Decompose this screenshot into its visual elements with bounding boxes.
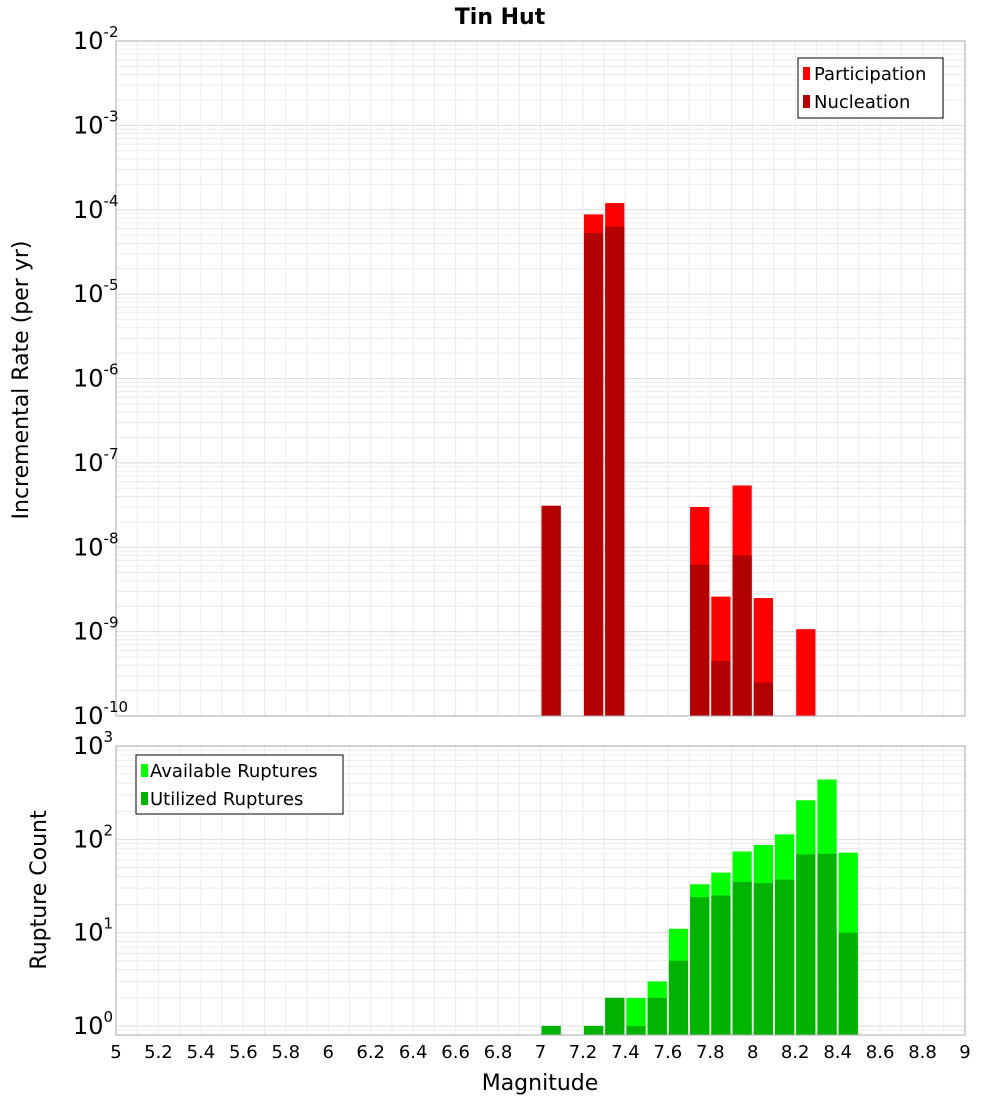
rate-bar-nucleation	[753, 682, 773, 716]
x-tick-label: 7.4	[611, 1042, 640, 1063]
x-tick-label: 7.2	[569, 1042, 598, 1063]
count-legend-box	[135, 754, 344, 815]
rate-bar-participation	[796, 629, 816, 716]
rate-y-tick-label: 10-9	[73, 614, 119, 646]
x-tick-label: 8.8	[908, 1042, 937, 1063]
x-tick-label: 8	[747, 1042, 758, 1063]
x-tick-label: 6.6	[441, 1042, 470, 1063]
rate-y-ticks: 10-10 10-9 10-8 10-7 10-6 10-5 10-4 10-3 10-2	[73, 23, 128, 730]
x-tick-label: 5.6	[229, 1042, 258, 1063]
count-y-axis-label: Rupture Count	[27, 810, 52, 970]
count-bar-utilized-ruptures	[626, 1025, 646, 1035]
count-bar-utilized-ruptures	[753, 883, 773, 1035]
rate-bar-nucleation	[605, 226, 625, 716]
x-tick-label: 6	[323, 1042, 334, 1063]
rate-y-tick-label: 10-8	[73, 529, 119, 561]
utilized-legend-label: Utilized Ruptures	[150, 789, 303, 810]
rate-y-tick-label: 10-2	[73, 23, 119, 55]
count-plot-frame	[115, 745, 966, 1036]
count-bar-available-ruptures	[626, 997, 646, 1035]
count-y-ticks: 100 101 102 103	[73, 728, 113, 1040]
x-tick-label: 5.4	[187, 1042, 216, 1063]
x-tick-label: 7	[535, 1042, 546, 1063]
rate-y-axis-label: Incremental Rate (per yr)	[9, 241, 34, 520]
participation-legend-swatch	[803, 67, 810, 80]
x-tick-label: 8.2	[781, 1042, 810, 1063]
x-tick-label: 8.4	[823, 1042, 852, 1063]
rate-bars	[541, 203, 816, 717]
count-bar-utilized-ruptures	[796, 854, 816, 1035]
x-axis-label: Magnitude	[482, 1071, 599, 1096]
x-tick-label: 7.6	[654, 1042, 683, 1063]
count-y-tick-label: 102	[73, 821, 113, 853]
rate-bar-nucleation	[583, 233, 604, 716]
rate-plot-frame	[115, 40, 966, 717]
rate-legend-box	[797, 57, 944, 119]
count-bar-utilized-ruptures	[668, 960, 689, 1035]
count-y-tick-label: 100	[73, 1008, 113, 1040]
rate-y-tick-label: 10-4	[73, 192, 119, 224]
count-grid	[115, 745, 966, 1036]
rate-bar-nucleation	[541, 505, 561, 716]
count-legend: Available Ruptures Utilized Ruptures	[135, 754, 344, 815]
rate-grid	[115, 40, 966, 717]
x-tick-label: 6.8	[484, 1042, 513, 1063]
count-bar-utilized-ruptures	[817, 853, 837, 1035]
available-legend-label: Available Ruptures	[150, 761, 318, 782]
x-ticks: 5 5.2 5.4 5.6 5.8 6 6.2 6.4 6.6 6.8 7 7.2 7.4 7.6 7.8 8…	[110, 1042, 970, 1063]
nucleation-legend-label: Nucleation	[814, 92, 910, 113]
count-bar-utilized-ruptures	[690, 897, 710, 1035]
count-bar-utilized-ruptures	[605, 997, 625, 1035]
count-bars	[541, 779, 858, 1035]
x-tick-label: 5	[110, 1042, 121, 1063]
count-bar-utilized-ruptures	[774, 879, 795, 1035]
count-bar-utilized-ruptures	[583, 1025, 604, 1035]
rate-bar-nucleation	[732, 555, 752, 716]
rate-y-tick-label: 10-7	[73, 445, 119, 477]
rate-panel: 10-10 10-9 10-8 10-7 10-6 10-5 10-4 10-3 10-2 In…	[9, 23, 966, 730]
count-bar-utilized-ruptures	[647, 997, 667, 1035]
x-tick-label: 5.8	[271, 1042, 300, 1063]
count-bar-utilized-ruptures	[541, 1025, 561, 1035]
x-tick-label: 9	[959, 1042, 970, 1063]
rate-y-tick-label: 10-3	[73, 107, 119, 139]
participation-legend-label: Participation	[814, 64, 926, 85]
rate-bar-nucleation	[690, 564, 710, 716]
rate-y-tick-label: 10-5	[73, 276, 119, 308]
count-y-tick-label: 101	[73, 915, 113, 947]
utilized-legend-swatch	[141, 792, 148, 805]
count-bar-utilized-ruptures	[838, 932, 858, 1035]
x-tick-label: 5.2	[144, 1042, 173, 1063]
count-panel: 100 101 102 103 5 5.2 5.4 5.6 5.8 6 6.2 6.4 6.6 6.8 7…	[27, 728, 971, 1096]
count-bar-utilized-ruptures	[732, 881, 752, 1035]
count-y-tick-label: 103	[73, 728, 113, 760]
rate-bar-nucleation	[711, 660, 731, 716]
rate-legend: Participation Nucleation	[797, 57, 944, 119]
x-tick-label: 8.6	[866, 1042, 895, 1063]
available-legend-swatch	[141, 764, 148, 777]
chart-title: Tin Hut	[455, 5, 546, 30]
nucleation-legend-swatch	[803, 95, 810, 108]
rate-y-tick-label: 10-10	[73, 698, 128, 730]
x-tick-label: 6.2	[356, 1042, 385, 1063]
x-tick-label: 6.4	[399, 1042, 428, 1063]
count-bar-utilized-ruptures	[711, 895, 731, 1035]
x-tick-label: 7.8	[696, 1042, 725, 1063]
rate-y-tick-label: 10-6	[73, 361, 119, 393]
